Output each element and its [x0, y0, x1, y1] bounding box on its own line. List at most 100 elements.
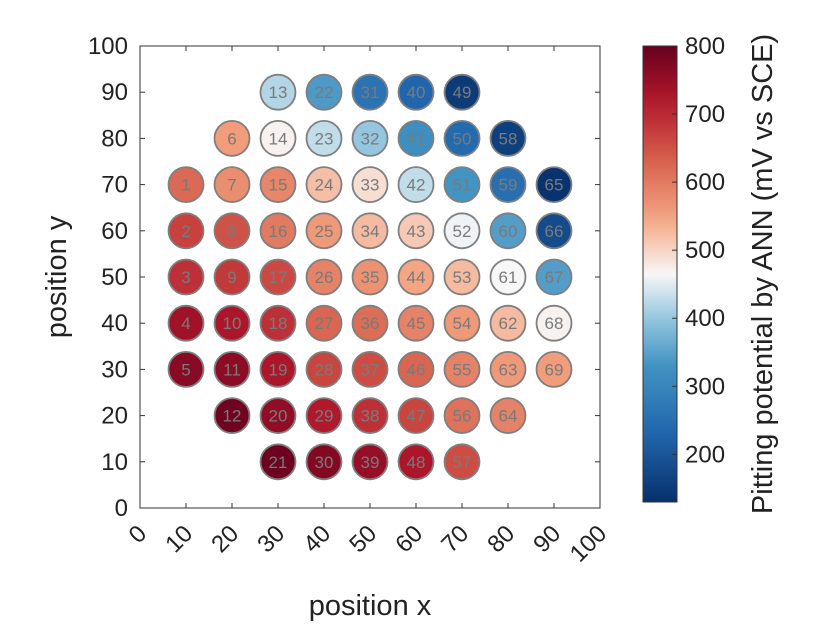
point-marker — [213, 304, 251, 342]
point-label: 7 — [227, 176, 236, 195]
data-point-65: 65 — [535, 166, 573, 204]
point-marker — [397, 212, 435, 250]
point-label: 61 — [499, 268, 518, 287]
point-label: 4 — [181, 314, 190, 333]
data-point-16: 16 — [259, 212, 297, 250]
point-marker — [213, 212, 251, 250]
point-label: 46 — [407, 360, 426, 379]
point-label: 31 — [361, 83, 380, 102]
data-point-14: 14 — [259, 119, 297, 157]
data-point-59: 59 — [489, 166, 527, 204]
data-point-63: 63 — [489, 350, 527, 388]
point-label: 62 — [499, 314, 518, 333]
data-point-64: 64 — [489, 397, 527, 435]
point-label: 38 — [361, 407, 380, 426]
point-marker — [259, 166, 297, 204]
data-point-25: 25 — [305, 212, 343, 250]
point-marker — [397, 304, 435, 342]
point-marker — [259, 258, 297, 296]
data-point-27: 27 — [305, 304, 343, 342]
point-marker — [351, 397, 389, 435]
x-tick-label: 40 — [298, 520, 336, 558]
point-marker — [489, 350, 527, 388]
point-marker — [259, 397, 297, 435]
point-marker — [489, 258, 527, 296]
data-point-41: 41 — [397, 119, 435, 157]
y-tick-label: 50 — [101, 264, 128, 291]
data-point-20: 20 — [259, 397, 297, 435]
data-point-15: 15 — [259, 166, 297, 204]
point-label: 52 — [453, 222, 472, 241]
point-label: 13 — [269, 83, 288, 102]
data-point-4: 4 — [167, 304, 205, 342]
point-label: 3 — [181, 268, 190, 287]
colorbar — [642, 45, 678, 503]
point-label: 66 — [545, 222, 564, 241]
point-marker — [167, 350, 205, 388]
colorbar-axis: 200 300 400 500 600 700 800 — [672, 33, 725, 468]
data-point-57: 57 — [443, 443, 481, 481]
point-marker — [489, 212, 527, 250]
x-axis-label: position x — [309, 590, 432, 622]
y-tick-label: 70 — [101, 172, 128, 199]
point-marker — [305, 397, 343, 435]
data-point-33: 33 — [351, 166, 389, 204]
point-marker — [167, 304, 205, 342]
data-point-38: 38 — [351, 397, 389, 435]
point-label: 39 — [361, 453, 380, 472]
data-point-40: 40 — [397, 73, 435, 111]
point-label: 23 — [315, 129, 334, 148]
point-label: 12 — [223, 407, 242, 426]
point-label: 5 — [181, 360, 190, 379]
point-label: 24 — [315, 176, 334, 195]
data-point-34: 34 — [351, 212, 389, 250]
data-point-46: 46 — [397, 350, 435, 388]
point-marker — [397, 119, 435, 157]
y-tick-label: 20 — [101, 403, 128, 430]
point-marker — [167, 166, 205, 204]
point-label: 2 — [181, 222, 190, 241]
point-marker — [443, 73, 481, 111]
data-point-12: 12 — [213, 397, 251, 435]
data-point-24: 24 — [305, 166, 343, 204]
point-marker — [351, 212, 389, 250]
data-point-56: 56 — [443, 397, 481, 435]
x-tick-label: 0 — [124, 520, 153, 549]
point-marker — [305, 166, 343, 204]
point-marker — [397, 443, 435, 481]
x-tick-label: 100 — [565, 520, 612, 567]
point-label: 29 — [315, 407, 334, 426]
point-marker — [305, 212, 343, 250]
point-marker — [443, 166, 481, 204]
point-marker — [397, 350, 435, 388]
data-point-13: 13 — [259, 73, 297, 111]
data-point-8: 8 — [213, 212, 251, 250]
point-label: 63 — [499, 360, 518, 379]
data-point-37: 37 — [351, 350, 389, 388]
data-point-23: 23 — [305, 119, 343, 157]
point-marker — [213, 350, 251, 388]
data-point-61: 61 — [489, 258, 527, 296]
point-label: 41 — [407, 129, 426, 148]
point-marker — [305, 350, 343, 388]
point-label: 64 — [499, 407, 518, 426]
point-marker — [443, 119, 481, 157]
data-point-49: 49 — [443, 73, 481, 111]
point-marker — [489, 119, 527, 157]
data-point-28: 28 — [305, 350, 343, 388]
data-point-3: 3 — [167, 258, 205, 296]
point-label: 48 — [407, 453, 426, 472]
point-label: 56 — [453, 407, 472, 426]
point-label: 15 — [269, 176, 288, 195]
x-tick-label: 50 — [344, 520, 382, 558]
point-label: 51 — [453, 176, 472, 195]
point-label: 47 — [407, 407, 426, 426]
point-marker — [443, 212, 481, 250]
point-marker — [443, 397, 481, 435]
point-label: 58 — [499, 129, 518, 148]
point-label: 14 — [269, 129, 288, 148]
x-tick-label: 30 — [252, 520, 290, 558]
data-point-62: 62 — [489, 304, 527, 342]
point-marker — [259, 350, 297, 388]
data-point-66: 66 — [535, 212, 573, 250]
